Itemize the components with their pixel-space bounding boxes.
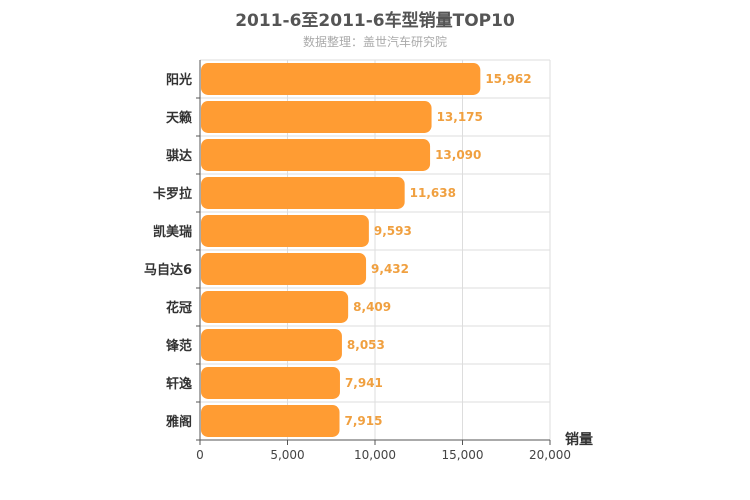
bar [201, 405, 340, 437]
x-tick-label: 10,000 [354, 448, 396, 462]
bar [201, 329, 342, 361]
x-tick-label: 20,000 [529, 448, 571, 462]
category-tick-label: 花冠 [166, 300, 192, 316]
bar [201, 101, 432, 133]
data-label: 8,053 [347, 338, 385, 352]
bar-series: 15,962 13,175 13,090 11,638 9,593 9,432 8,409 8… [201, 63, 532, 437]
category-tick-label: 锋范 [166, 338, 192, 354]
data-label: 15,962 [485, 72, 531, 86]
category-tick-label: 阳光 [166, 72, 192, 88]
bar [201, 253, 367, 285]
category-tick-label: 马自达6 [144, 262, 192, 278]
data-label: 9,432 [371, 262, 409, 276]
category-tick-label: 雅阁 [166, 414, 192, 430]
grid-lines [200, 59, 551, 441]
category-tick-label: 卡罗拉 [153, 186, 192, 202]
x-axis-title: 销量 [565, 431, 593, 448]
x-tick-label: 15,000 [442, 448, 484, 462]
chart-title: 2011-6至2011-6车型销量TOP10 [235, 11, 515, 31]
x-tick-label: 0 [196, 448, 204, 462]
bar [201, 177, 405, 209]
bar [201, 139, 431, 171]
category-tick-label: 天籁 [166, 110, 192, 126]
category-tick-label: 骐达 [166, 148, 192, 164]
bar [201, 367, 340, 399]
data-label: 8,409 [353, 300, 391, 314]
x-tick-label: 5,000 [270, 448, 304, 462]
bar [201, 215, 369, 247]
bar [201, 291, 349, 323]
data-label: 13,175 [437, 110, 483, 124]
chart-subtitle: 数据整理：盖世汽车研究院 [302, 35, 447, 49]
data-label: 7,915 [345, 414, 383, 428]
data-label: 11,638 [410, 186, 456, 200]
data-label: 13,090 [435, 148, 481, 162]
data-label: 9,593 [374, 224, 412, 238]
bar [201, 63, 481, 95]
category-tick-label: 轩逸 [166, 376, 192, 392]
data-label: 7,941 [345, 376, 383, 390]
category-tick-label: 凯美瑞 [153, 224, 192, 240]
